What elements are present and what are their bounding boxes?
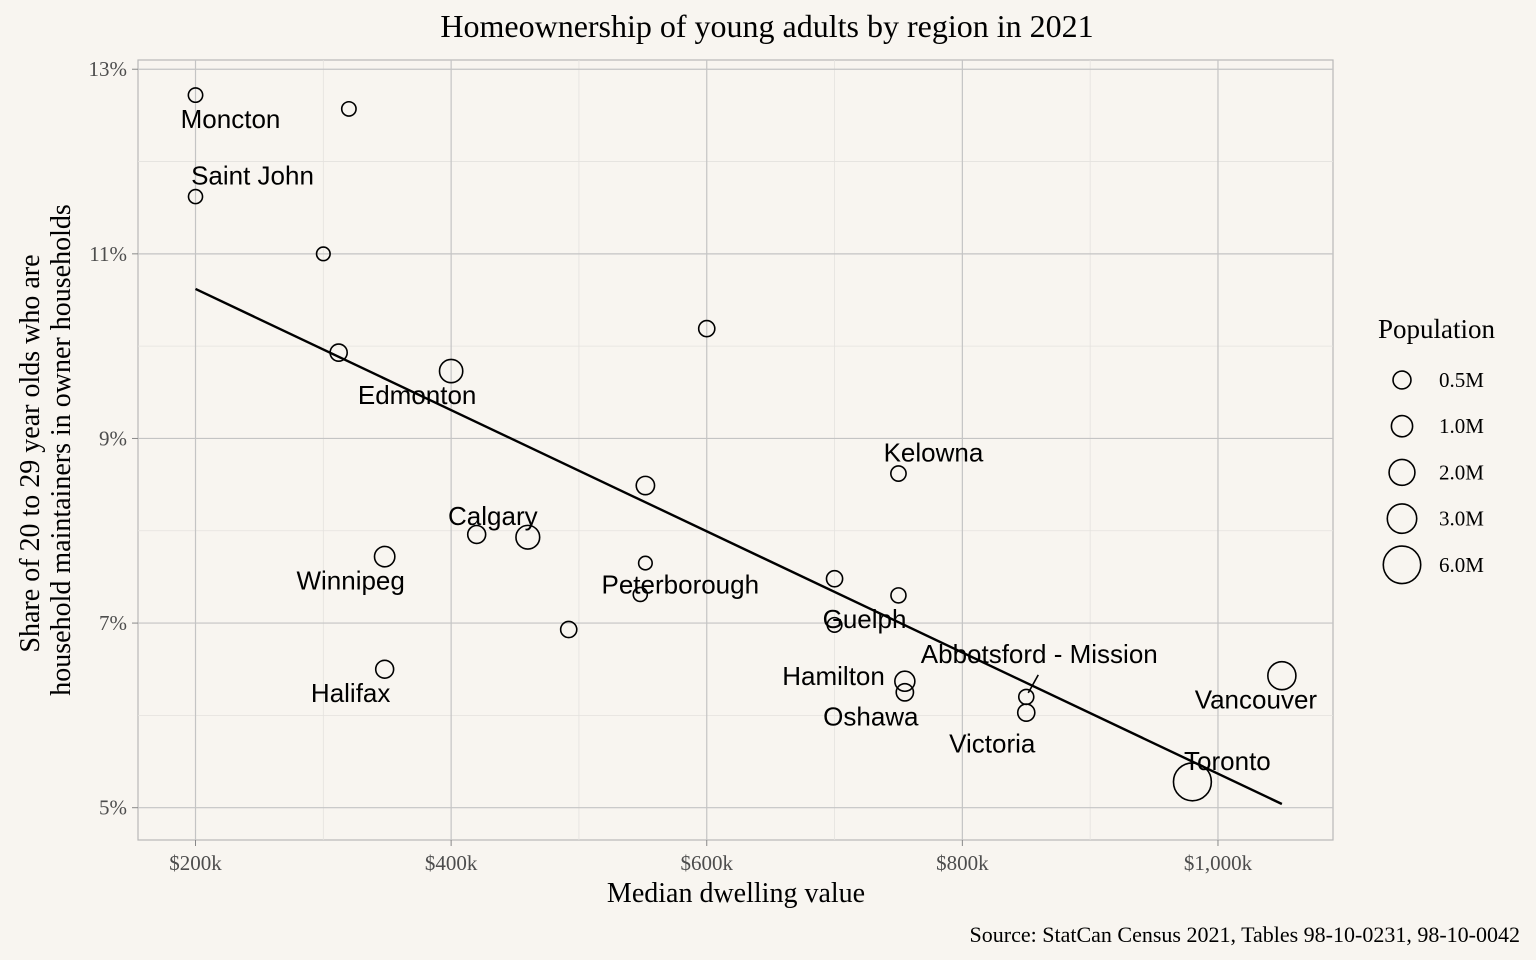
y-axis-label-line-1: Share of 20 to 29 year olds who are (15, 254, 46, 652)
data-point (894, 670, 916, 693)
legend: Population 0.5M 1.0M 2.0M 3.0M 6.0M (1378, 314, 1496, 585)
data-point (515, 524, 541, 550)
y-tick-label: 7% (99, 611, 127, 635)
data-point (438, 358, 464, 384)
data-point (890, 465, 907, 482)
point-label: Abbotsford - Mission (921, 639, 1158, 669)
data-point (559, 620, 578, 639)
trend-line (194, 287, 1283, 806)
point-label: Vancouver (1195, 685, 1318, 715)
x-axis-label: Median dwelling value (607, 878, 865, 909)
y-tick-label: 13% (89, 57, 128, 81)
point-label: Saint John (191, 161, 314, 191)
data-point (890, 587, 907, 604)
x-tick-label: $200k (169, 851, 222, 875)
point-label: Moncton (181, 104, 281, 134)
data-point (187, 188, 204, 205)
plot-area: $200k $400k $600k $800k $1,000k 5% 7% 9% 11% 13% M… (89, 57, 1334, 875)
data-point (825, 569, 844, 588)
legend-entry-label: 0.5M (1439, 368, 1484, 392)
data-point (895, 682, 915, 702)
point-label: Winnipeg (296, 566, 404, 596)
data-point (466, 524, 487, 545)
legend-key-circle (1388, 458, 1416, 487)
legend-key-circle (1390, 414, 1414, 438)
data-point (632, 586, 649, 603)
legend-title: Population (1378, 314, 1496, 344)
point-label: Oshawa (823, 701, 919, 731)
chart-title: Homeownership of young adults by region … (440, 8, 1093, 44)
y-axis-label-line-2: household maintainers in owner household… (46, 204, 77, 695)
data-point (329, 343, 348, 362)
data-point (187, 87, 204, 104)
data-point (1016, 703, 1036, 722)
source-note: Source: StatCan Census 2021, Tables 98-1… (970, 922, 1520, 947)
point-label: Hamilton (782, 661, 885, 691)
legend-entry-label: 1.0M (1439, 414, 1484, 438)
label-leader-line (1027, 674, 1039, 694)
data-point (340, 100, 357, 117)
point-label: Halifax (311, 678, 390, 708)
data-point (635, 475, 656, 496)
x-tick-label: $600k (680, 851, 733, 875)
legend-key-circle (1386, 503, 1418, 535)
data-point (1267, 660, 1297, 691)
point-label: Victoria (949, 729, 1036, 759)
y-tick-label: 9% (99, 426, 127, 450)
data-point (315, 246, 331, 262)
legend-key-circle (1392, 370, 1412, 390)
point-label: Toronto (1184, 746, 1271, 776)
point-label: Peterborough (602, 569, 760, 599)
data-point (373, 545, 396, 568)
x-tick-label: $400k (425, 851, 478, 875)
legend-key-circle (1382, 545, 1422, 585)
plot-panel-border (137, 59, 1334, 841)
y-tick-label: 5% (99, 796, 127, 820)
point-label: Kelowna (884, 438, 984, 468)
data-point (826, 616, 843, 634)
data-point (1172, 762, 1213, 802)
legend-entry-label: 3.0M (1439, 507, 1484, 531)
data-point (697, 319, 716, 338)
legend-entry-label: 2.0M (1439, 460, 1484, 484)
point-label: Edmonton (358, 380, 477, 410)
data-point (1017, 688, 1035, 706)
data-point (637, 555, 653, 571)
point-label: Guelph (823, 604, 907, 634)
data-point (374, 659, 395, 679)
point-label: Calgary (448, 501, 538, 531)
legend-entry-label: 6.0M (1439, 553, 1484, 577)
x-tick-label: $1,000k (1184, 851, 1253, 875)
y-tick-label: 11% (89, 242, 127, 266)
y-axis-label: Share of 20 to 29 year olds who are hous… (15, 204, 77, 695)
x-tick-label: $800k (936, 851, 989, 875)
